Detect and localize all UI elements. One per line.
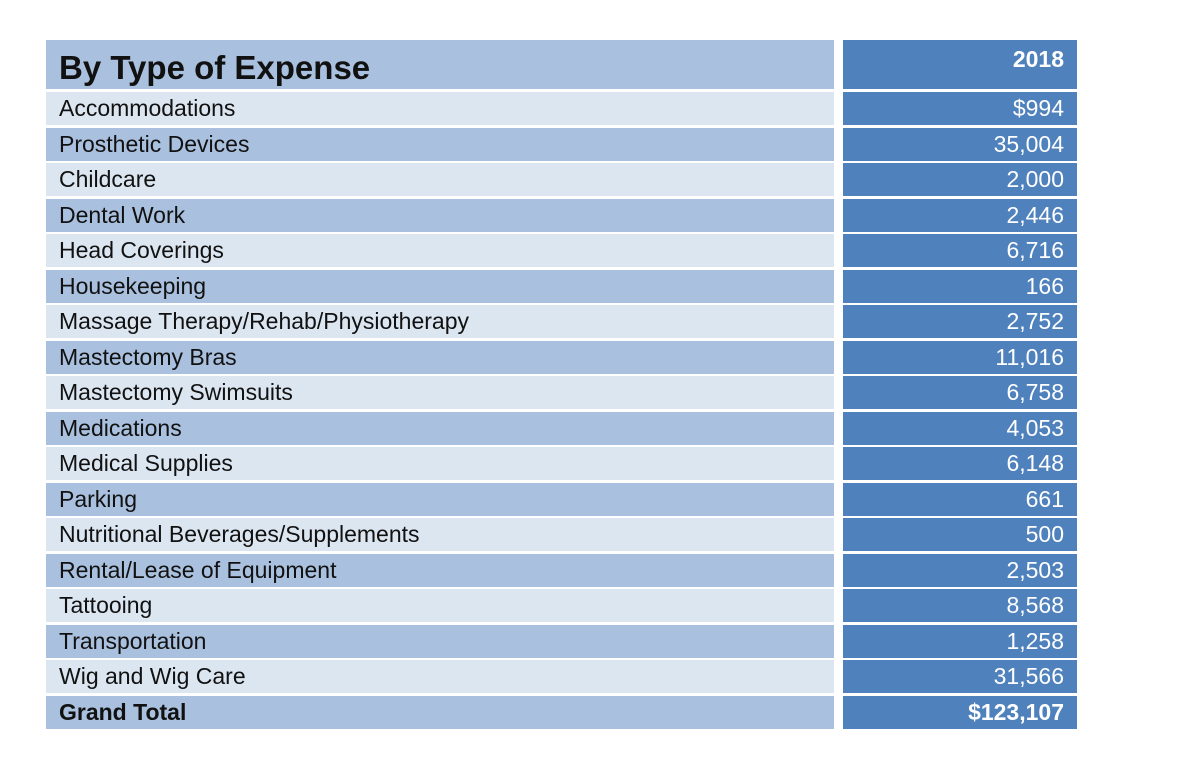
expense-value-cell: 2,752 (843, 305, 1077, 338)
expense-type-cell: Mastectomy Swimsuits (46, 376, 834, 409)
expense-type-cell: Accommodations (46, 92, 834, 125)
table-row: Wig and Wig Care 31,566 (46, 660, 1077, 693)
expense-type-cell: Medications (46, 411, 834, 445)
table-row: Childcare 2,000 (46, 163, 1077, 196)
expense-type-cell: Childcare (46, 163, 834, 196)
expense-type-cell: Tattooing (46, 589, 834, 622)
expense-value-cell: 2,000 (843, 163, 1077, 196)
expense-type-cell: Mastectomy Bras (46, 340, 834, 374)
expense-type-cell: Massage Therapy/Rehab/Physiotherapy (46, 305, 834, 338)
expense-value-cell: 31,566 (843, 660, 1077, 693)
expense-value-cell: 500 (843, 518, 1077, 551)
table-row: Medications 4,053 (46, 411, 1077, 445)
expense-type-cell: Rental/Lease of Equipment (46, 553, 834, 587)
expense-type-cell: Transportation (46, 624, 834, 658)
expense-type-cell: Nutritional Beverages/Supplements (46, 518, 834, 551)
table-header-row: By Type of Expense 2018 (46, 40, 1077, 89)
expense-type-cell: Parking (46, 482, 834, 516)
expense-value-cell: 1,258 (843, 624, 1077, 658)
table-row: Dental Work 2,446 (46, 198, 1077, 232)
table-row: Housekeeping 166 (46, 269, 1077, 303)
expense-value-cell: 6,758 (843, 376, 1077, 409)
expense-value-cell: $994 (843, 92, 1077, 125)
expense-value-cell: 6,148 (843, 447, 1077, 480)
table-row: Parking 661 (46, 482, 1077, 516)
expense-type-cell: Wig and Wig Care (46, 660, 834, 693)
expense-type-cell: Head Coverings (46, 234, 834, 267)
grand-total-value: $123,107 (843, 695, 1077, 729)
grand-total-label: Grand Total (46, 695, 834, 729)
table-row: Tattooing 8,568 (46, 589, 1077, 622)
expense-value-cell: 2,446 (843, 198, 1077, 232)
expense-value-cell: 6,716 (843, 234, 1077, 267)
table-row: Mastectomy Bras 11,016 (46, 340, 1077, 374)
table-row: Medical Supplies 6,148 (46, 447, 1077, 480)
expense-type-cell: Medical Supplies (46, 447, 834, 480)
table-row: Rental/Lease of Equipment 2,503 (46, 553, 1077, 587)
table-row: Massage Therapy/Rehab/Physiotherapy 2,752 (46, 305, 1077, 338)
expense-value-cell: 661 (843, 482, 1077, 516)
expense-value-cell: 2,503 (843, 553, 1077, 587)
expense-table: By Type of Expense 2018 Accommodations $9… (46, 40, 1077, 731)
table-row: Transportation 1,258 (46, 624, 1077, 658)
table-title: By Type of Expense (46, 40, 834, 89)
expense-value-cell: 8,568 (843, 589, 1077, 622)
expense-value-cell: 35,004 (843, 127, 1077, 161)
table-row: Prosthetic Devices 35,004 (46, 127, 1077, 161)
grand-total-row: Grand Total $123,107 (46, 695, 1077, 729)
table-row: Nutritional Beverages/Supplements 500 (46, 518, 1077, 551)
expense-value-cell: 11,016 (843, 340, 1077, 374)
expense-type-cell: Housekeeping (46, 269, 834, 303)
table-row: Accommodations $994 (46, 92, 1077, 125)
expense-type-cell: Prosthetic Devices (46, 127, 834, 161)
table-row: Mastectomy Swimsuits 6,758 (46, 376, 1077, 409)
table-row: Head Coverings 6,716 (46, 234, 1077, 267)
expense-value-cell: 166 (843, 269, 1077, 303)
expense-value-cell: 4,053 (843, 411, 1077, 445)
year-column-header: 2018 (843, 40, 1077, 89)
expense-type-cell: Dental Work (46, 198, 834, 232)
